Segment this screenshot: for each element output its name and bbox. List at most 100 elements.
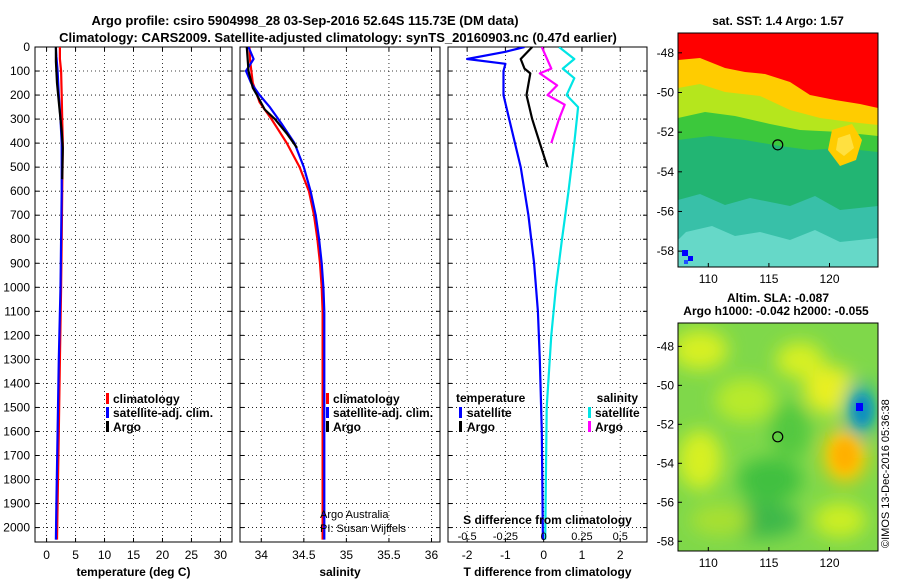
argo-float-marker bbox=[772, 139, 784, 151]
legend-swatch bbox=[459, 407, 462, 418]
depth-tick-label: 600 bbox=[10, 184, 30, 198]
map-xtick-label: 120 bbox=[819, 272, 839, 286]
map-xtick-label: 110 bbox=[699, 556, 718, 570]
salinity-xtick-label: 36 bbox=[425, 548, 439, 562]
map-ytick-label: -50 bbox=[657, 378, 675, 392]
temperature-xtick-label: 5 bbox=[72, 548, 79, 562]
credit-line-1: Argo Australia bbox=[320, 509, 389, 521]
map-xtick-label: 115 bbox=[759, 556, 778, 570]
difference-xtick-label: -2 bbox=[462, 548, 473, 562]
sst-map-panel: sat. SST: 1.4 Argo: 1.57 110 115 120 -48 -50 -… bbox=[657, 14, 879, 286]
difference-grid bbox=[448, 46, 647, 542]
depth-tick-label: 0 bbox=[23, 40, 30, 54]
depth-tick-label: 700 bbox=[10, 208, 30, 222]
temperature-grid bbox=[35, 46, 232, 542]
salinity-series-group bbox=[244, 47, 326, 540]
difference-top-tick-label: -0.25 bbox=[493, 531, 518, 543]
map-ytick-label: -56 bbox=[657, 495, 675, 509]
salinity-profile-panel: 34 34.5 35 35.5 36 salinity climatologysatelli… bbox=[239, 46, 441, 579]
depth-tick-label: 1900 bbox=[3, 497, 30, 511]
legend-swatch bbox=[326, 393, 329, 404]
temperature-series-satellite-adj-clim- bbox=[54, 47, 63, 540]
temperature-series-group bbox=[54, 47, 64, 540]
difference-series-s-argo bbox=[538, 47, 566, 144]
difference-series-s-satellite bbox=[544, 47, 580, 540]
legend-title: temperature bbox=[456, 391, 526, 405]
legend-swatch bbox=[588, 421, 591, 432]
salinity-frame bbox=[239, 46, 441, 543]
temperature-xtick-label: 30 bbox=[214, 548, 228, 562]
difference-series-t-argo bbox=[519, 47, 549, 168]
map-ytick-label: -52 bbox=[657, 125, 675, 139]
legend-label: climatology bbox=[333, 392, 400, 406]
temperature-xtick-label: 25 bbox=[185, 548, 199, 562]
depth-tick-label: 2000 bbox=[3, 521, 30, 535]
figure-title-line-2: Climatology: CARS2009. Satellite-adjuste… bbox=[59, 30, 617, 45]
temperature-xtick-label: 15 bbox=[127, 548, 141, 562]
legend-label: satellite-adj. clim. bbox=[333, 406, 433, 420]
difference-top-label: S difference from climatology bbox=[463, 513, 632, 527]
map-ytick-label: -48 bbox=[657, 46, 675, 60]
difference-series-group bbox=[466, 47, 580, 540]
legend-label: Argo bbox=[333, 420, 361, 434]
map-xtick-label: 110 bbox=[699, 272, 718, 286]
salinity-xtick-label: 35 bbox=[340, 548, 354, 562]
depth-tick-label: 1200 bbox=[3, 328, 30, 342]
map-title: sat. SST: 1.4 Argo: 1.57 bbox=[712, 14, 844, 28]
temperature-series-argo bbox=[54, 47, 64, 180]
legend-title: salinity bbox=[597, 391, 639, 405]
map-ytick-label: -50 bbox=[657, 85, 675, 99]
legend-swatch bbox=[588, 407, 591, 418]
temperature-profile-panel: 0 5 10 15 20 25 300100200300400500600700800900… bbox=[3, 40, 233, 579]
map-ytick-label: -58 bbox=[657, 244, 675, 258]
legend-swatch bbox=[459, 421, 462, 432]
legend-label: Argo bbox=[595, 420, 623, 434]
map-title: Altim. SLA: -0.087 bbox=[727, 291, 829, 305]
figure-title-line-1: Argo profile: csiro 5904998_28 03-Sep-20… bbox=[91, 13, 518, 28]
difference-xlabel: T difference from climatology bbox=[463, 565, 631, 579]
difference-profile-panel: -2 -1 0 1 2 T difference from climatology S di… bbox=[447, 46, 648, 579]
legend-label: satellite bbox=[595, 406, 640, 420]
salinity-grid bbox=[240, 46, 440, 542]
legend-label: Argo bbox=[113, 420, 141, 434]
salinity-xtick-label: 35.5 bbox=[377, 548, 401, 562]
temperature-xtick-label: 10 bbox=[98, 548, 112, 562]
legend-swatch bbox=[106, 421, 109, 432]
depth-tick-label: 1000 bbox=[3, 280, 30, 294]
temperature-xlabel: temperature (deg C) bbox=[76, 565, 190, 579]
legend-label: Argo bbox=[467, 420, 495, 434]
salinity-xtick-label: 34 bbox=[255, 548, 269, 562]
difference-series-t-satellite bbox=[466, 47, 544, 540]
difference-xtick-label: 1 bbox=[579, 548, 586, 562]
salinity-series-climatology bbox=[248, 47, 324, 540]
legend-swatch bbox=[326, 421, 329, 432]
depth-tick-label: 100 bbox=[10, 64, 30, 78]
map-ytick-label: -48 bbox=[657, 339, 675, 353]
depth-tick-label: 300 bbox=[10, 112, 30, 126]
salinity-xlabel: salinity bbox=[319, 565, 361, 579]
difference-frame bbox=[447, 46, 648, 543]
footer-credit: ©IMOS 13-Dec-2016 05:36:38 bbox=[880, 399, 892, 548]
difference-top-tick-label: 0 bbox=[541, 531, 547, 543]
depth-tick-label: 1600 bbox=[3, 424, 30, 438]
difference-top-tick-label: -0.5 bbox=[458, 531, 477, 543]
map-ytick-label: -56 bbox=[657, 204, 675, 218]
salinity-series-satellite-adj-clim- bbox=[244, 47, 326, 540]
map-subtitle: Argo h1000: -0.042 h2000: -0.055 bbox=[683, 304, 869, 318]
map-xtick-label: 115 bbox=[759, 272, 778, 286]
difference-xtick-label: 2 bbox=[617, 548, 624, 562]
depth-tick-label: 200 bbox=[10, 88, 30, 102]
depth-tick-label: 1400 bbox=[3, 376, 30, 390]
legend-swatch bbox=[106, 407, 109, 418]
map-ytick-label: -58 bbox=[657, 534, 675, 548]
difference-top-tick-label: 0.25 bbox=[571, 531, 592, 543]
legend-label: climatology bbox=[113, 392, 180, 406]
map-xtick-label: 120 bbox=[819, 556, 839, 570]
salinity-series-argo bbox=[245, 47, 298, 149]
map-ytick-label: -52 bbox=[657, 417, 675, 431]
